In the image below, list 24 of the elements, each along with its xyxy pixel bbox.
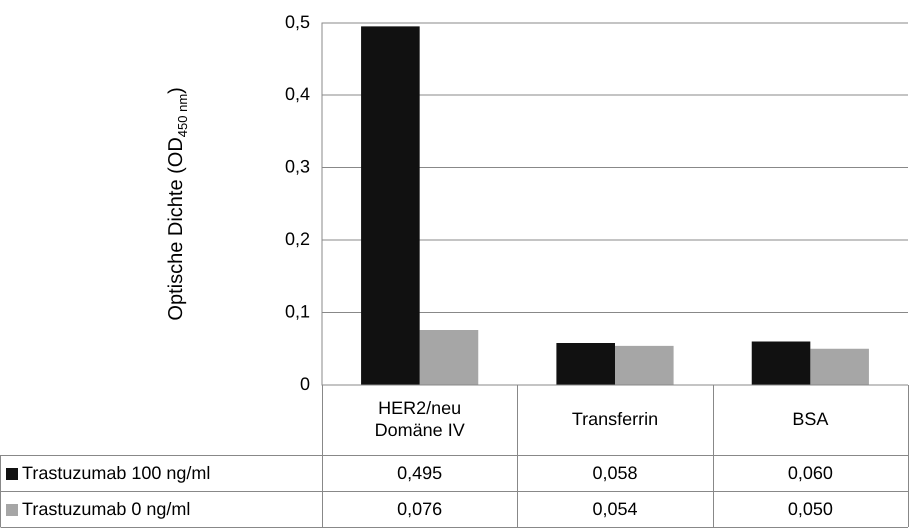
- legend-label: Trastuzumab 0 ng/ml: [22, 498, 190, 519]
- x-tick-label: BSA: [792, 408, 828, 429]
- data-label: 0,058: [592, 462, 638, 483]
- legend-label: Trastuzumab 100 ng/ml: [22, 462, 210, 483]
- y-tick-label: 0,1: [284, 302, 310, 322]
- data-label: 0,495: [397, 462, 442, 483]
- data-label: 0,050: [788, 498, 833, 519]
- y-tick-label: 0,5: [284, 12, 310, 32]
- bar: [361, 26, 420, 384]
- data-label: 0,060: [788, 462, 833, 483]
- y-axis-title: Optische Dichte (OD450 nm): [165, 87, 190, 321]
- y-tick-label: 0,2: [284, 229, 310, 250]
- y-tick-label: 0: [300, 374, 310, 394]
- bar: [810, 348, 869, 384]
- bar: [556, 342, 615, 384]
- data-label: 0,054: [592, 498, 638, 519]
- data-label: 0,076: [397, 498, 442, 519]
- bar: [420, 330, 478, 384]
- x-tick-label: HER2/neu Domäne IV: [374, 398, 465, 440]
- bar: [615, 346, 674, 384]
- y-tick-label: 0,3: [284, 156, 310, 177]
- x-tick-label: Transferrin: [572, 408, 658, 429]
- y-tick-label: 0,4: [284, 84, 310, 104]
- bar: [752, 342, 810, 384]
